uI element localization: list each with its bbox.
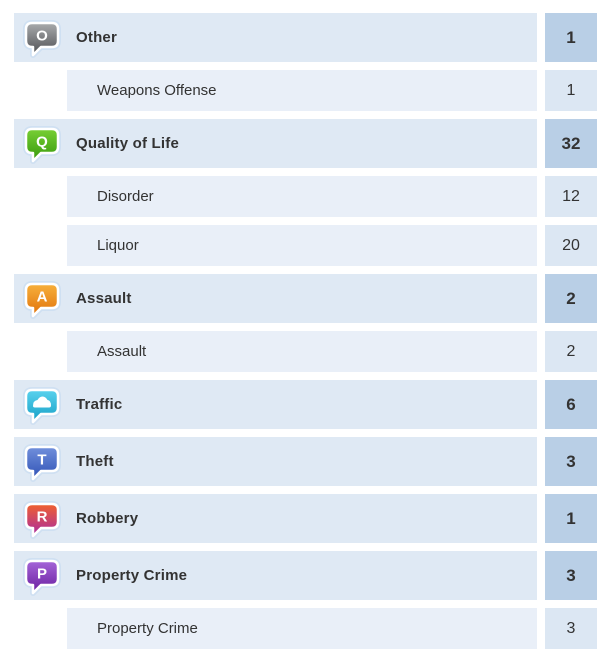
subcategory-row-property-crime[interactable]: Property Crime 3 (14, 608, 597, 649)
subcategory-row-liquor[interactable]: Liquor 20 (14, 225, 597, 266)
category-row-robbery[interactable]: R Robbery 1 (14, 494, 597, 543)
category-row-other[interactable]: O Other 1 (14, 13, 597, 62)
property-crime-bubble-icon: P (23, 557, 61, 596)
category-row-theft[interactable]: T Theft 3 (14, 437, 597, 486)
row-main-cell[interactable]: T Theft (14, 437, 537, 486)
quality-of-life-bubble-icon: Q (23, 125, 61, 164)
category-row-property-crime[interactable]: P Property Crime 3 (14, 551, 597, 600)
svg-text:A: A (37, 288, 48, 305)
icon-slot (22, 385, 62, 425)
icon-slot: R (22, 499, 62, 539)
row-main-cell[interactable]: P Property Crime (14, 551, 537, 600)
row-count: 2 (545, 331, 597, 372)
row-count: 2 (545, 274, 597, 323)
row-label: Property Crime (76, 567, 188, 584)
svg-text:R: R (37, 508, 48, 525)
row-count: 3 (545, 437, 597, 486)
row-main-cell[interactable]: Weapons Offense (67, 70, 537, 111)
row-label: Robbery (76, 510, 139, 527)
svg-text:P: P (37, 565, 47, 582)
robbery-bubble-icon: R (23, 500, 61, 539)
row-count: 20 (545, 225, 597, 266)
row-label: Assault (97, 343, 147, 360)
subcategory-row-disorder[interactable]: Disorder 12 (14, 176, 597, 217)
row-label: Disorder (97, 188, 154, 205)
row-count: 3 (545, 608, 597, 649)
category-row-traffic[interactable]: Traffic 6 (14, 380, 597, 429)
row-label: Liquor (97, 237, 139, 254)
category-row-quality-of-life[interactable]: Q Quality of Life 32 (14, 119, 597, 168)
crime-category-table: O Other 1 Weapons Offense 1 Q Quality of… (14, 13, 597, 649)
row-count: 1 (545, 13, 597, 62)
svg-text:O: O (36, 27, 48, 44)
category-row-assault[interactable]: A Assault 2 (14, 274, 597, 323)
row-count: 1 (545, 494, 597, 543)
svg-text:Q: Q (36, 133, 48, 150)
row-label: Weapons Offense (97, 82, 217, 99)
row-count: 12 (545, 176, 597, 217)
row-main-cell[interactable]: Q Quality of Life (14, 119, 537, 168)
row-label: Theft (76, 453, 114, 470)
row-label: Other (76, 29, 118, 46)
row-main-cell[interactable]: R Robbery (14, 494, 537, 543)
row-main-cell[interactable]: Liquor (67, 225, 537, 266)
row-main-cell[interactable]: A Assault (14, 274, 537, 323)
assault-bubble-icon: A (23, 280, 61, 319)
subcategory-row-assault[interactable]: Assault 2 (14, 331, 597, 372)
icon-slot: P (22, 556, 62, 596)
row-main-cell[interactable]: Assault (67, 331, 537, 372)
row-label: Quality of Life (76, 135, 180, 152)
row-main-cell[interactable]: Traffic (14, 380, 537, 429)
row-main-cell[interactable]: Disorder (67, 176, 537, 217)
icon-slot: Q (22, 124, 62, 164)
svg-text:T: T (37, 451, 46, 468)
row-count: 3 (545, 551, 597, 600)
row-label: Traffic (76, 396, 123, 413)
row-count: 32 (545, 119, 597, 168)
other-bubble-icon: O (23, 19, 61, 58)
row-main-cell[interactable]: O Other (14, 13, 537, 62)
row-count: 6 (545, 380, 597, 429)
row-main-cell[interactable]: Property Crime (67, 608, 537, 649)
icon-slot: T (22, 442, 62, 482)
icon-slot: A (22, 279, 62, 319)
icon-slot: O (22, 18, 62, 58)
traffic-car-icon (23, 386, 61, 425)
subcategory-row-weapons-offense[interactable]: Weapons Offense 1 (14, 70, 597, 111)
row-count: 1 (545, 70, 597, 111)
row-label: Property Crime (97, 620, 198, 637)
theft-bubble-icon: T (23, 443, 61, 482)
row-label: Assault (76, 290, 132, 307)
